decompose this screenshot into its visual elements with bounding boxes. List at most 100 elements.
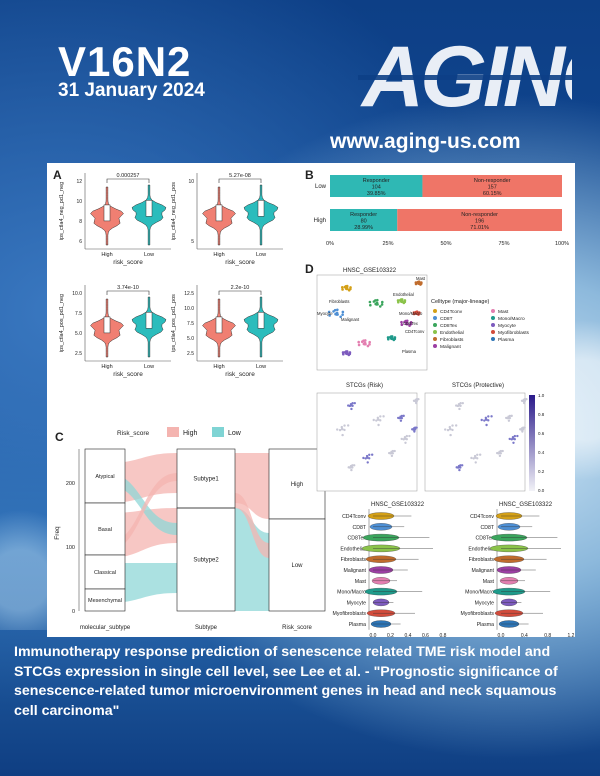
panel-d-stcg-cell [511, 436, 515, 439]
panel-d-stcg-cell [366, 461, 369, 464]
panel-d-colorbar-tick: 0.6 [538, 431, 545, 436]
panel-d-stcg-cell [444, 428, 447, 431]
journal-logo-text: AGING [360, 29, 572, 120]
panel-d-umap-cell [376, 298, 379, 302]
panel-d-protective-title: STCGs (Protective) [452, 383, 504, 389]
panel-d-violin-celltype: Malignant [472, 568, 495, 574]
panel-d-stcg-cell [519, 428, 522, 431]
journal-website[interactable]: www.aging-us.com [330, 130, 521, 153]
panel-a-bracket [106, 178, 150, 183]
panel-d-stcg-cell [458, 407, 461, 411]
panel-d-colorbar-tick: 1.0 [538, 393, 545, 398]
panel-a-box-low [145, 312, 153, 329]
panel-d-stcg-cell [414, 401, 418, 405]
panel-b-responder-text: 104 [372, 185, 381, 191]
panel-a-ylabel: ips_ctla4_pos_pd1_neg [59, 294, 65, 352]
panel-d-violin-celltype: Myofibroblasts [333, 611, 367, 617]
panel-a-xlabel: risk_score [225, 371, 255, 378]
panel-c-stratum-subtype [176, 507, 236, 612]
panel-c-legend-low-swatch [212, 427, 224, 437]
panel-d-umap-cell [406, 322, 409, 326]
panel-d-stcg-cell [403, 436, 407, 439]
panel-d-stcg-cell [379, 419, 382, 422]
panel-d-umap-cell [341, 313, 344, 316]
panel-c-axis3-label: Risk_score [282, 625, 312, 631]
panel-d-stcg-cell [476, 453, 479, 456]
panel-d-umap-cell [342, 352, 345, 356]
panel-d-legend-item: Malignant [440, 344, 461, 350]
panel-d-legend-title: Celltype (major-lineage) [431, 299, 490, 305]
panel-c-stratum-label: Subtype2 [193, 558, 219, 564]
panel-a-xtick-high: High [213, 252, 224, 258]
panel-d-stcg-cell [449, 427, 452, 431]
panel-d-umap-cell [343, 350, 347, 354]
panel-d-violin-celltype: Mast [483, 579, 495, 585]
panel-a-box-high [103, 316, 111, 334]
panel-d-stcg-cell [413, 430, 416, 433]
panel-d-legend-item: Fibroblasts [440, 337, 464, 343]
panel-d-stcg-cell [404, 441, 407, 444]
panel-d-umap-cell [400, 320, 403, 324]
panel-a-pvalue: 0.000257 [117, 173, 140, 179]
panel-d-umap-cell [341, 288, 344, 291]
panel-d-stcg-cell [521, 430, 524, 433]
panel-d-stcg-cell [399, 419, 403, 422]
panel-a-label: A [53, 168, 62, 182]
panel-a-box-high [215, 204, 223, 222]
issue-date: 31 January 2024 [58, 80, 205, 101]
panel-d-violin-celltype: CD4Tconv [470, 514, 494, 520]
panel-a-ytick: 10 [188, 179, 194, 185]
panel-a-box-low [257, 312, 265, 329]
panel-a-ytick: 5.0 [75, 331, 82, 337]
panel-d-stcg-cell [457, 402, 461, 406]
panel-d-legend-dot [433, 316, 437, 320]
panel-d-umap-cell [409, 322, 413, 326]
panel-b-group-label: High [314, 218, 326, 224]
panel-c-ytick: 0 [72, 609, 75, 615]
panel-d-umap-cell [357, 343, 361, 347]
panel-d-stcg-cell [487, 415, 490, 418]
panel-d-stcg-cell [470, 456, 473, 460]
panel-d-stcg-cell [520, 427, 524, 430]
panel-d-violin-celltype: Myocyte [347, 600, 366, 606]
panel-a-ytick: 5 [191, 239, 194, 245]
panel-d-umap-cell [414, 282, 418, 286]
panel-d-violin-xtick: 0.0 [370, 633, 377, 637]
panel-d-legend-item: Plasma [498, 337, 514, 343]
panel-c-stratum-molecular [84, 588, 126, 612]
panel-a-pvalue: 3.74e-10 [117, 285, 139, 291]
panel-d-umap-cell [397, 300, 400, 304]
panel-c-stratum-risk [268, 448, 326, 520]
panel-d-umap-cell [390, 337, 394, 341]
panel-d-colorbar-tick: 0.2 [538, 469, 545, 474]
panel-d-legend-dot [433, 337, 437, 341]
panel-a-ylabel: ips_ctla4_neg_pd1_neg [59, 182, 65, 240]
panel-d-violin-xtick: 1.2 [568, 633, 575, 637]
panel-b-responder-text: 28.99% [354, 225, 373, 231]
panel-d-stcg-cell [473, 454, 477, 458]
panel-a-xtick-low: Low [144, 252, 154, 258]
panel-d-umap-title: HNSC_GSE103322 [343, 268, 397, 274]
panel-d-violin-xtick: 0.6 [422, 633, 429, 637]
panel-d-stcg-cell [350, 468, 353, 472]
panel-d-stcg-cell [408, 434, 411, 438]
panel-d-umap-cell [414, 311, 417, 314]
panel-a-ytick: 5.0 [187, 336, 194, 342]
panel-d-stcg-cell [507, 419, 511, 422]
panel-d-stcg-cell [485, 423, 488, 427]
panel-d-umap-cell [360, 340, 364, 344]
panel-d-stcg-cell [520, 399, 524, 402]
panel-d-umap-cell [418, 311, 421, 314]
panel-d-stcg-cell [350, 407, 353, 411]
panel-c-legend-high-swatch [167, 427, 179, 437]
panel-d-umap-cell [372, 300, 376, 303]
panel-d-umap-cell [376, 303, 379, 306]
panel-b-responder-text: 39.85% [367, 191, 386, 197]
panel-d-stcg-cell [370, 453, 374, 456]
panel-d-stcg-cell [522, 401, 526, 405]
panel-d-legend-dot [433, 330, 437, 334]
panel-d-umap-cell [348, 351, 352, 354]
panel-b-bar-responder [330, 209, 398, 231]
panel-c-stratum-label: Subtype1 [193, 477, 219, 483]
panel-d-violin-celltype: Mono/Macro [337, 590, 366, 596]
